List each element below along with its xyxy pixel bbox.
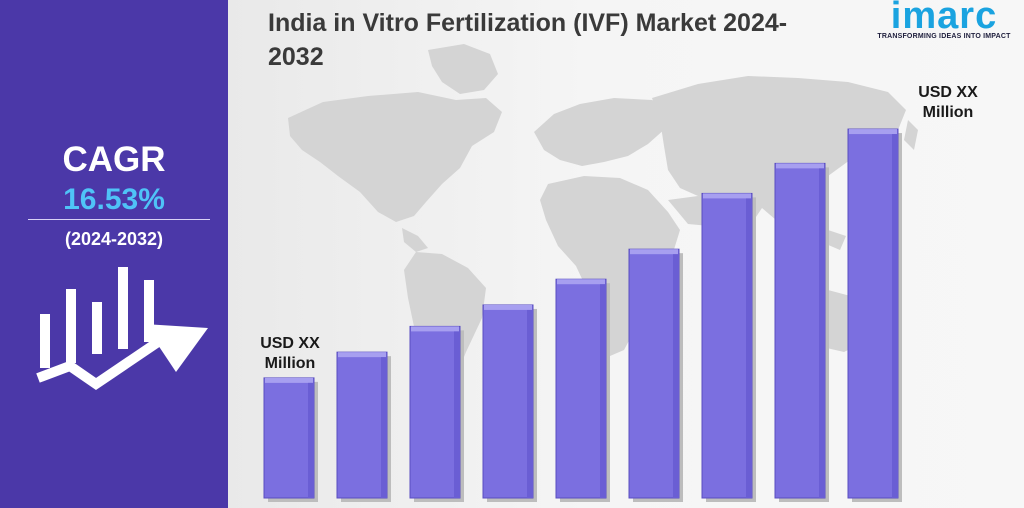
logo-tagline: TRANSFORMING IDEAS INTO IMPACT <box>877 33 1011 40</box>
bar-2028 <box>555 278 610 502</box>
bar-2030 <box>701 192 756 502</box>
bar-annotation-last: USD XX Million <box>918 84 978 121</box>
bar-2027 <box>482 304 537 502</box>
chart-plot <box>263 44 918 502</box>
bar-2024 <box>263 377 318 502</box>
bar-2032 <box>847 128 902 502</box>
bar-2029 <box>628 248 683 502</box>
bar-annotation-first: USD XX Million <box>260 335 320 372</box>
growth-chart-arrow-icon <box>36 267 208 391</box>
chart-title: India in Vitro Fertilization (IVF) Marke… <box>268 9 788 71</box>
cagr-period: (2024-2032) <box>64 229 164 249</box>
logo-wordmark: imarc <box>890 0 998 37</box>
imarc-logo: imarc TRANSFORMING IDEAS INTO IMPACT <box>874 0 1014 42</box>
cagr-panel: CAGR 16.53% (2024-2032) <box>0 0 228 508</box>
cagr-divider <box>28 219 210 220</box>
bar-2026 <box>409 325 464 502</box>
bar-2031 <box>774 162 829 502</box>
cagr-label: CAGR <box>62 140 166 179</box>
bar-2025 <box>336 351 391 502</box>
cagr-value: 16.53% <box>63 183 165 216</box>
